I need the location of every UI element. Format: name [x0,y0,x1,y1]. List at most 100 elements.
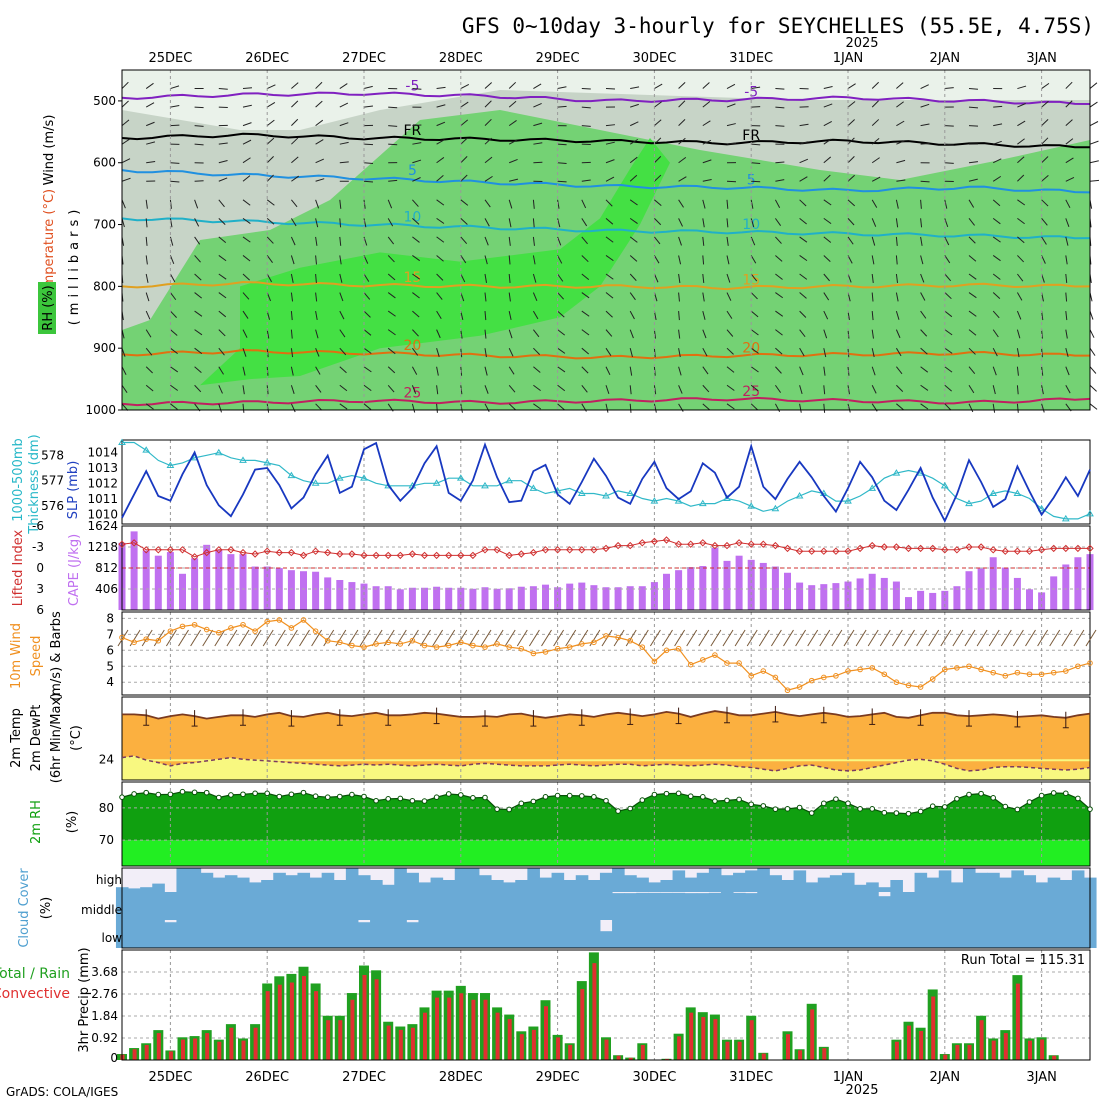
wind-barb [726,310,733,319]
rh-marker [700,794,706,800]
cloud-cell-high [333,880,347,892]
thickness-marker [1061,514,1070,522]
cape-bar [687,567,695,610]
cloud-cell-low [382,920,395,948]
cloud-cell-low [769,920,782,948]
cloud-cell-high [515,880,528,892]
wind-barb [605,88,616,90]
wind-barb [799,273,808,280]
wind-barb [775,273,783,280]
wind10-marker [954,665,960,671]
wind-barb [436,121,446,127]
wind-barb [412,159,422,164]
cape-bar [905,597,912,610]
cloud-cell-middle [999,892,1012,920]
chart-title: GFS 0~10day 3-hourly for SEYCHELLES (55.… [462,14,1094,38]
wind-barb [387,347,396,355]
wind-barb [895,199,899,209]
cape-bar [372,586,380,610]
thickness-label-2: Thickness (dm) [27,434,42,534]
rh-marker [893,810,900,816]
wind-barb [170,366,179,373]
wind-barb [799,310,807,318]
rh-marker [748,801,755,808]
wind-barb [895,236,898,246]
precip-conv-bar [471,999,476,1060]
wind-barb [605,366,611,376]
wind-barb [702,403,710,411]
wind-barb [750,384,759,392]
wind-barb [266,255,273,263]
wind10-barb [565,629,577,647]
wind-barb [799,236,808,243]
wind-barb [315,366,321,375]
wind-barb [533,83,542,89]
wind-barb [412,236,420,243]
cloud-cell-middle [527,892,540,920]
wind-barb [266,199,275,206]
wind-barb [1016,348,1020,358]
wind-barb [847,119,855,127]
wind-barb [169,273,176,283]
lifted-index-marker [662,536,671,544]
wind-barb [508,81,517,89]
wind-barb [847,273,852,283]
wind-barb [605,292,614,299]
pressure-tick-label: 800 [93,279,116,293]
cape-bar [566,583,574,610]
wind-barb [605,273,614,280]
panel-2m-temp: 24 [99,696,1091,781]
wind-barb [702,347,708,357]
wind-barb [1041,403,1045,413]
wind-barb [847,403,851,413]
cloud-cell-low [551,920,565,948]
wind-barb [290,218,297,227]
cloud-cell-middle [551,892,565,920]
cloud-cell-low [599,931,613,948]
wind-barb [775,347,783,355]
cloud-cell-middle [817,892,831,920]
rh-tick-label: 80 [99,801,114,815]
cloud-cell-middle [684,893,698,920]
rh-marker [445,791,452,797]
isotherm-10 [121,217,1091,240]
wind-barb [823,120,832,127]
wind-barb [291,137,299,145]
wind-barb [823,273,830,282]
wind-barb [266,137,275,145]
cloud-cell-low [987,920,1000,948]
lifted-index-marker [735,539,743,547]
cloud-cell-high [478,875,492,892]
wind-barb [1016,292,1023,301]
precip-run-total: Run Total = 115.31 [961,953,1085,968]
wind-barb [702,159,712,164]
slp-tick-label: 1014 [87,445,118,459]
wind-barb [968,292,977,299]
precip-conv-bar [544,1006,548,1060]
cloud-cell-middle [188,892,202,920]
wind-barb [896,366,903,375]
wind-barb [194,366,202,374]
wind-barb [412,292,420,299]
wind10-barb [432,629,444,647]
wind-barb [992,217,1001,225]
cloud-cell-middle [696,893,710,920]
wind-barb [605,199,613,207]
cloud-cell-low [1047,920,1061,948]
wind10-marker [1038,671,1045,678]
cloud-cell-low [745,920,758,948]
cape-bar [324,577,332,610]
wind-barb [702,310,706,320]
cape-bar [239,554,247,610]
wind-barb [944,218,949,228]
wind-barb [460,255,467,264]
isotherm-label: 10 [403,210,421,226]
wind-barb [1065,199,1071,209]
rh-marker [978,790,984,797]
rh-marker [216,794,222,801]
wind10-barb [904,629,915,647]
cloud-cell-middle [224,892,238,920]
bottom-date-label: 25DEC [148,1070,192,1085]
wind-barb [1017,199,1026,206]
cloud-cell-high [624,875,637,892]
